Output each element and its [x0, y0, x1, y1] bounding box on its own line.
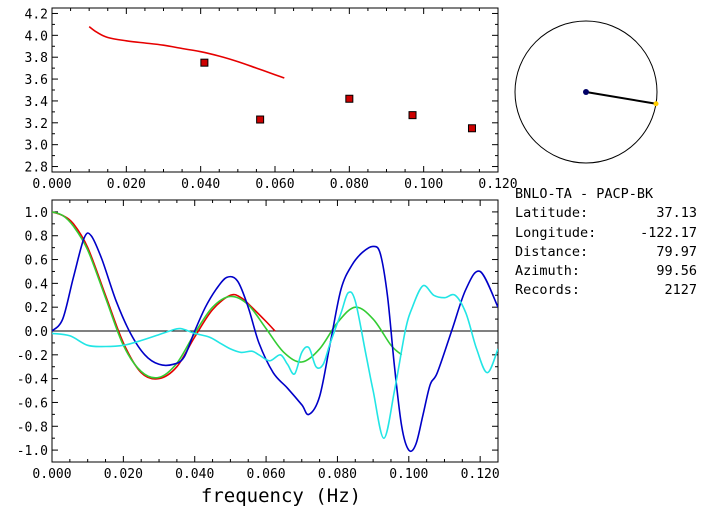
data-point-marker [408, 111, 417, 120]
y-tick-label: 2.8 [25, 161, 48, 176]
series-line-red [88, 25, 285, 79]
x-tick-label: 0.040 [175, 467, 214, 482]
x-tick-label: 0.020 [107, 177, 146, 192]
azimuth-label: Azimuth: [515, 263, 581, 280]
upper-plot: 0.000 0.020 0.040 0.060 0.080 0.100 0.120 2.8 3.… [25, 7, 518, 192]
x-tick-label: 0.100 [389, 467, 428, 482]
y-tick-label: -0.2 [17, 349, 48, 364]
y-tick-label: 0.8 [25, 230, 48, 245]
info-row-azimuth: Azimuth: 99.56 [515, 262, 697, 281]
azimuth-end-dot [653, 101, 659, 107]
info-row-records: Records: 2127 [515, 281, 697, 300]
series-line-green [52, 211, 403, 379]
station-dot [583, 89, 589, 95]
x-tick-label: 0.020 [104, 467, 143, 482]
y-tick-label: 0.6 [25, 254, 48, 269]
data-point-marker [467, 124, 476, 133]
azimuth-line [585, 91, 657, 105]
latitude-label: Latitude: [515, 205, 589, 222]
compass-circle [514, 20, 658, 164]
y-tick-label: 1.0 [25, 206, 48, 221]
y-tick-label: 3.4 [25, 95, 49, 110]
y-tick-label: 3.2 [25, 117, 48, 132]
x-tick-label: 0.120 [461, 467, 500, 482]
series-line-blue [52, 232, 498, 453]
y-tick-label: 4.0 [25, 29, 48, 44]
info-row-longitude: Longitude: -122.17 [515, 224, 697, 243]
series-line-cyan [52, 284, 498, 440]
y-tick-label: 0.4 [25, 277, 49, 292]
y-tick-label: 0.0 [25, 325, 48, 340]
distance-value: 79.97 [656, 243, 697, 260]
station-info-panel: BNLO-TA - PACP-BK Latitude: 37.13 Longitu… [515, 185, 697, 301]
records-value: 2127 [664, 282, 697, 299]
info-row-latitude: Latitude: 37.13 [515, 204, 697, 223]
x-tick-label: 0.120 [478, 177, 517, 192]
y-tick-label: -1.0 [17, 444, 48, 459]
longitude-value: -122.17 [640, 224, 697, 241]
upper-plot-frame [51, 7, 499, 173]
longitude-label: Longitude: [515, 224, 597, 241]
x-tick-label: 0.040 [181, 177, 220, 192]
info-row-distance: Distance: 79.97 [515, 243, 697, 262]
y-tick-label: 3.8 [25, 51, 48, 66]
y-tick-label: -0.6 [17, 396, 48, 411]
data-point-marker [200, 58, 209, 67]
x-axis-title: frequency (Hz) [201, 485, 361, 507]
y-tick-label: 3.6 [25, 73, 48, 88]
y-tick-label: -0.4 [17, 373, 48, 388]
latitude-value: 37.13 [656, 205, 697, 222]
y-tick-label: 4.2 [25, 7, 48, 22]
azimuth-compass [514, 20, 659, 164]
x-tick-label: 0.000 [32, 177, 71, 192]
x-tick-label: 0.000 [32, 467, 71, 482]
x-tick-label: 0.080 [318, 467, 357, 482]
x-tick-label: 0.060 [247, 467, 286, 482]
records-label: Records: [515, 282, 581, 299]
station-pair-header: BNLO-TA - PACP-BK [515, 186, 654, 202]
x-tick-label: 0.100 [404, 177, 443, 192]
azimuth-value: 99.56 [656, 263, 697, 280]
data-point-marker [256, 115, 265, 124]
y-tick-label: 0.2 [25, 301, 48, 316]
x-tick-label: 0.080 [330, 177, 369, 192]
data-point-marker [345, 94, 354, 103]
x-tick-label: 0.060 [255, 177, 294, 192]
distance-label: Distance: [515, 243, 589, 260]
y-tick-label: 3.0 [25, 139, 48, 154]
y-tick-label: -0.8 [17, 420, 48, 435]
lower-plot: 0.000 0.020 0.040 0.060 0.080 0.100 0.120 -1.0 -… [17, 200, 500, 482]
